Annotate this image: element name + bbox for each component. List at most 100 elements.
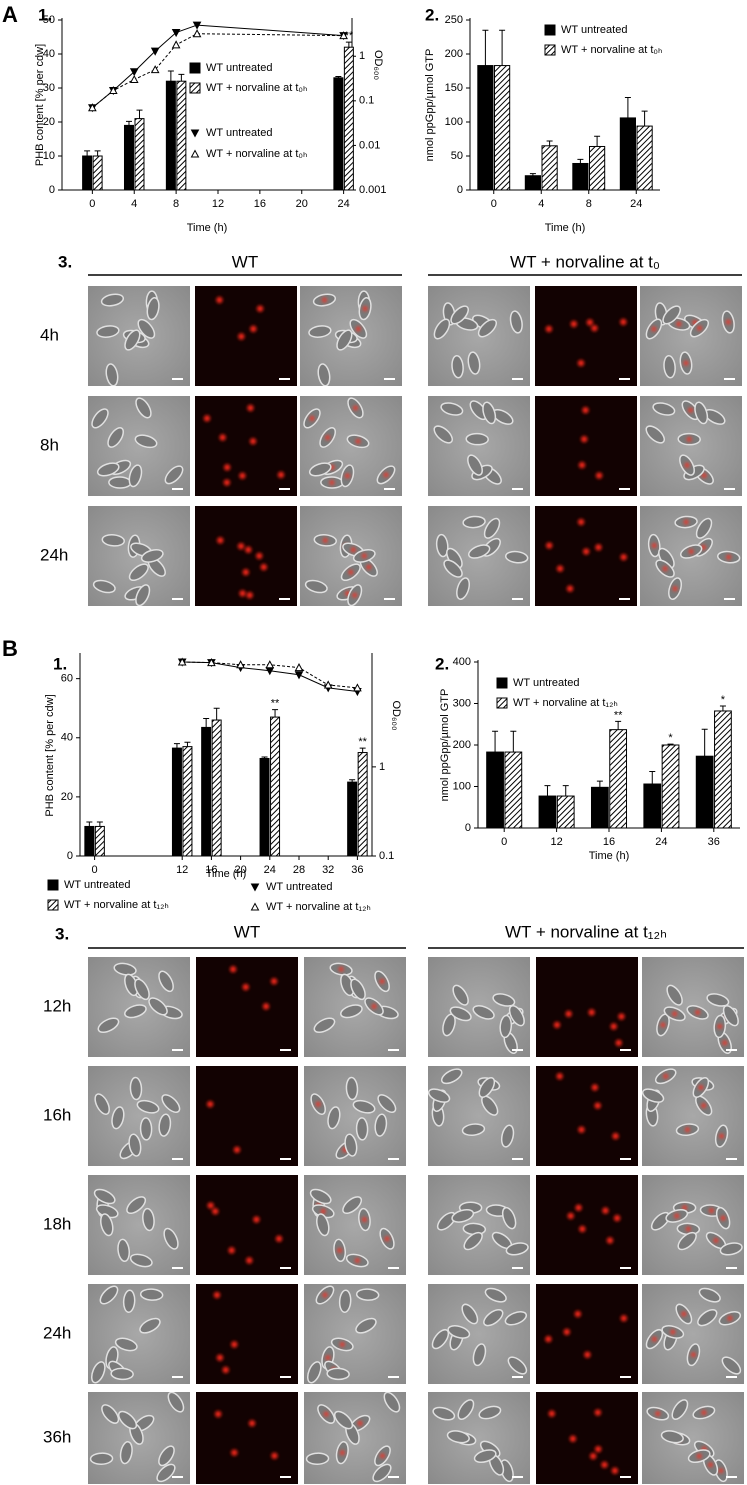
- fluor-spot: [663, 1073, 669, 1079]
- y2-axis-label: OD₆₀₀: [390, 700, 402, 730]
- fluor-spot: [339, 1341, 345, 1348]
- bar: [347, 781, 358, 857]
- micrograph-content: [536, 1066, 638, 1166]
- cell: [91, 408, 109, 429]
- image-background: [536, 1066, 638, 1166]
- cell: [478, 1405, 502, 1420]
- micrograph-content: [195, 396, 297, 496]
- line-marker: [150, 65, 160, 74]
- cell: [137, 318, 156, 339]
- x-axis-label: Time (h): [206, 868, 247, 880]
- image-background: [535, 286, 637, 386]
- cell: [508, 1005, 525, 1027]
- micrograph-content: [428, 1392, 530, 1484]
- image-background: [195, 506, 297, 606]
- fluor-spot: [275, 1235, 283, 1242]
- cell: [677, 1231, 697, 1251]
- image-background: [536, 1175, 638, 1275]
- fluor-spot: [277, 471, 285, 479]
- group-title: WT: [234, 922, 260, 941]
- micrograph: [304, 1175, 406, 1275]
- fluor-spot: [578, 461, 586, 469]
- y2-axis-label: OD₆₀₀: [372, 50, 384, 80]
- cell: [344, 1133, 358, 1157]
- micrograph-content: [304, 1392, 406, 1484]
- fluor-spot: [577, 518, 585, 526]
- fluor-spot: [246, 1257, 253, 1264]
- cell: [306, 1361, 322, 1384]
- legend-swatch: [496, 677, 508, 689]
- annotation: **: [345, 30, 354, 42]
- fluor-spot: [566, 585, 574, 592]
- micrograph: [88, 957, 190, 1057]
- fluor-spot: [545, 1335, 552, 1343]
- fluor-spot: [320, 1208, 326, 1214]
- bar: [270, 716, 281, 857]
- line-marker: [192, 21, 202, 30]
- fluor-spot: [271, 1452, 278, 1459]
- fluor-spot: [718, 1133, 725, 1139]
- cell: [462, 515, 486, 529]
- bar: [619, 117, 636, 191]
- cell: [305, 1452, 330, 1465]
- cell: [108, 476, 132, 489]
- micrograph: [196, 1066, 298, 1166]
- cell: [93, 1188, 116, 1205]
- micrograph-content: [88, 506, 190, 606]
- cell: [119, 1441, 133, 1465]
- fluor-spot: [651, 326, 657, 332]
- fluor-spot: [688, 548, 694, 555]
- cell: [483, 517, 501, 539]
- line-marker: [339, 31, 348, 40]
- bar: [556, 795, 575, 829]
- image-background: [196, 1066, 298, 1166]
- fluor-spot: [256, 305, 264, 312]
- bar: [182, 746, 193, 857]
- cell: [463, 1231, 483, 1251]
- micrograph: [428, 1392, 530, 1484]
- fluor-spot: [701, 472, 707, 479]
- bar: [590, 786, 609, 829]
- micrograph: [428, 286, 530, 386]
- cell: [472, 1343, 487, 1367]
- error-bar: [667, 743, 674, 745]
- cell: [117, 1238, 130, 1263]
- fluor-spot: [611, 1467, 619, 1474]
- panel-label: 2.: [425, 5, 439, 24]
- fluor-spot: [684, 1127, 691, 1133]
- cell: [695, 517, 713, 539]
- y-tick-label: 0: [49, 184, 55, 196]
- micrograph: [640, 506, 742, 606]
- micrograph: [428, 1175, 530, 1275]
- cell: [139, 1117, 153, 1141]
- panel-label: 1.: [38, 5, 52, 24]
- micrograph-content: [428, 957, 530, 1057]
- line-marker: [236, 660, 245, 669]
- cell: [450, 305, 469, 325]
- image-background: [196, 1392, 298, 1484]
- fluor-spot: [309, 415, 315, 421]
- cell: [96, 325, 120, 338]
- fluor-spot: [556, 565, 564, 572]
- cell: [158, 970, 174, 993]
- bar: [165, 80, 176, 191]
- fluor-spot: [242, 983, 249, 991]
- micrograph: [428, 1284, 530, 1384]
- micrograph: [300, 506, 402, 606]
- legend-swatch: [189, 62, 201, 74]
- y-axis-label: PHB content [% per cdw]: [34, 44, 46, 166]
- cell: [449, 1006, 472, 1022]
- fluor-spot: [722, 1040, 728, 1046]
- fluor-spot: [219, 434, 226, 441]
- line-marker: [171, 40, 181, 49]
- bar: [82, 155, 93, 191]
- micrograph-content: [304, 1284, 406, 1384]
- micrograph: [88, 1392, 190, 1484]
- micrograph-content: [642, 957, 744, 1057]
- line-marker: [250, 883, 260, 892]
- error-bar: [577, 158, 584, 164]
- cell: [447, 1325, 471, 1339]
- micrograph: [535, 396, 637, 496]
- x-tick-label: 4: [131, 198, 137, 210]
